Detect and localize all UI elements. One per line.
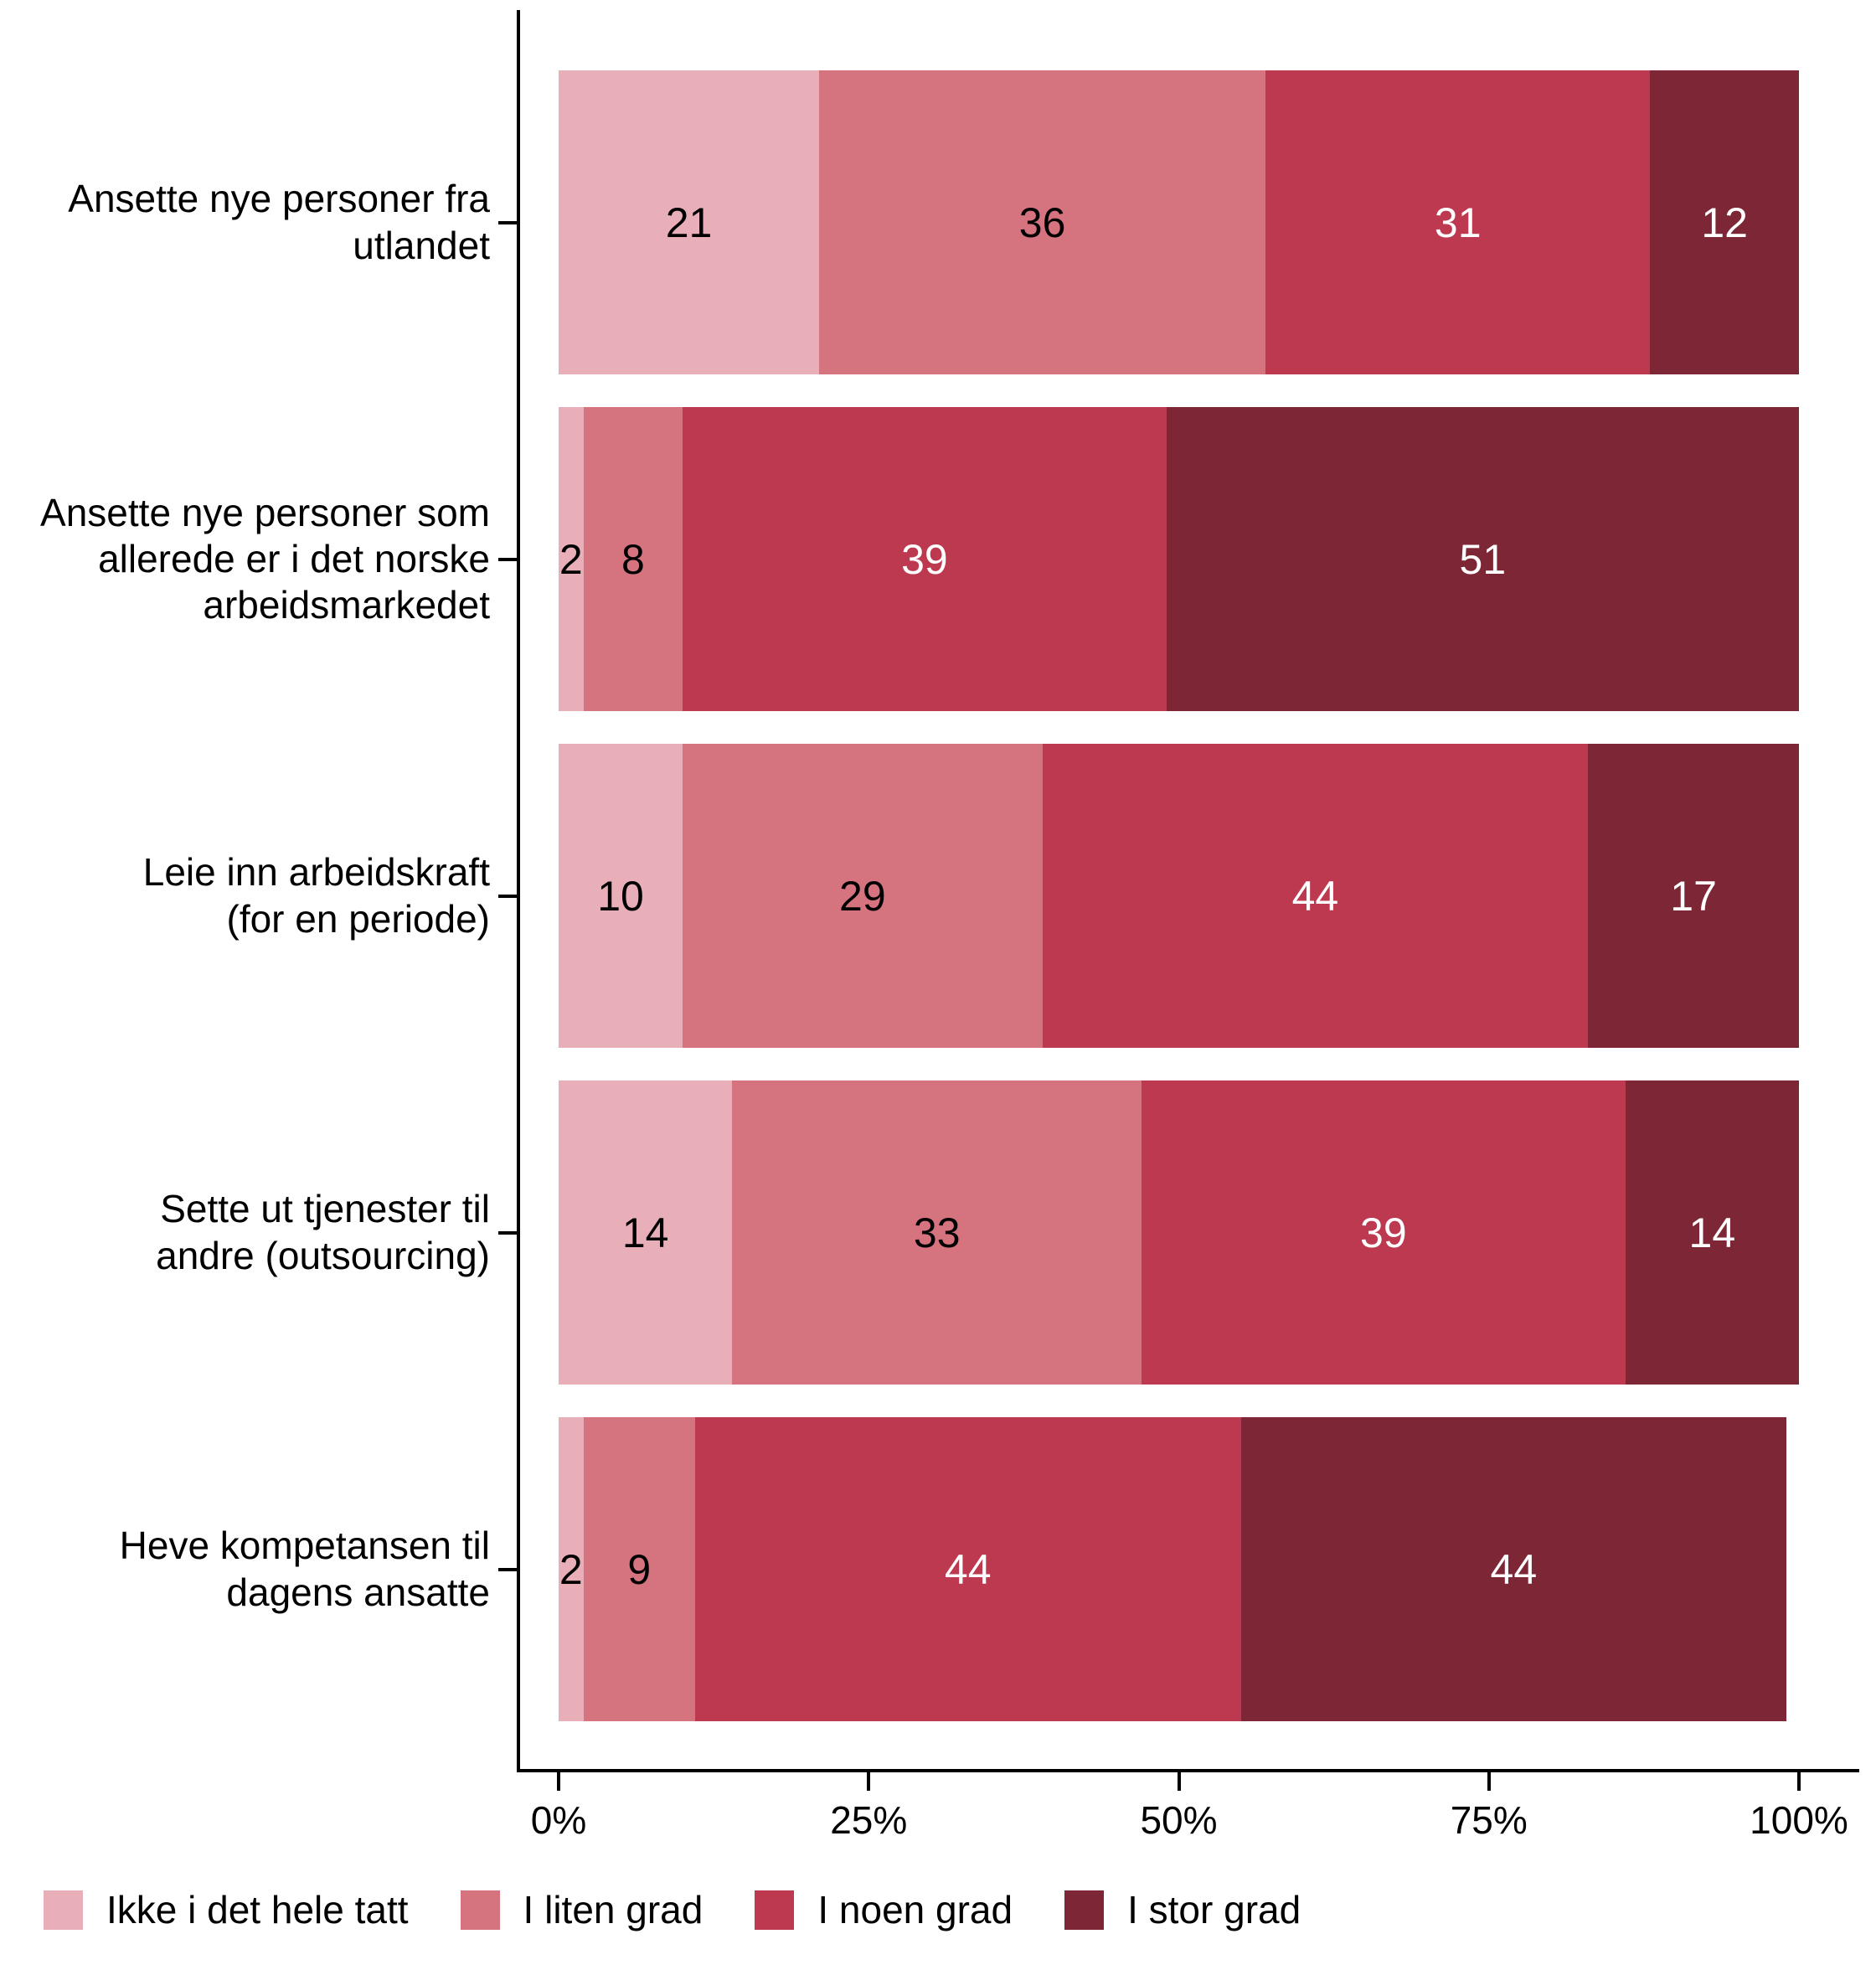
legend-label: I stor grad bbox=[1127, 1888, 1301, 1931]
legend-item: Ikke i det hele tatt bbox=[44, 1887, 409, 1932]
bar-row: 21 36 31 12 bbox=[559, 70, 1799, 374]
bar-row: 2 8 39 51 bbox=[559, 407, 1799, 711]
bar-segment bbox=[559, 744, 683, 1048]
legend-item: I liten grad bbox=[460, 1887, 704, 1932]
bar-segment bbox=[1625, 1080, 1799, 1385]
bar-segment bbox=[1650, 70, 1799, 374]
legend-label: Ikke i det hele tatt bbox=[106, 1888, 409, 1931]
segment-value-label: 14 bbox=[621, 1209, 669, 1256]
segment-value-label: 8 bbox=[621, 535, 645, 583]
bar-segment bbox=[732, 1080, 1142, 1385]
chart-legend: Ikke i det hele tatt I liten grad I noen g… bbox=[44, 1887, 1301, 1932]
segment-value-label: 12 bbox=[1701, 199, 1748, 246]
bar-segment bbox=[583, 407, 683, 711]
bar-segment bbox=[559, 1417, 584, 1721]
y-axis-tick bbox=[498, 894, 517, 898]
segment-value-label: 9 bbox=[627, 1545, 652, 1593]
y-axis-line bbox=[517, 10, 520, 1772]
x-axis-tick-label: 75% bbox=[1450, 1798, 1528, 1842]
segment-value-label: 44 bbox=[1291, 872, 1339, 920]
x-axis-tick bbox=[867, 1772, 871, 1791]
bar-segment bbox=[1265, 70, 1651, 374]
segment-value-label: 29 bbox=[839, 872, 886, 920]
bar-segment bbox=[694, 1417, 1241, 1721]
segment-value-label: 21 bbox=[665, 199, 713, 246]
segment-value-label: 36 bbox=[1018, 199, 1066, 246]
bar-segment bbox=[1142, 1080, 1626, 1385]
y-axis-tick bbox=[498, 220, 517, 224]
category-label: Ansette nye personer fra utlandet bbox=[68, 177, 490, 267]
category-label: Sette ut tjenester til andre (outsourcin… bbox=[156, 1187, 490, 1277]
segment-value-label: 10 bbox=[597, 872, 644, 920]
bar-segment bbox=[583, 1417, 695, 1721]
x-axis-tick bbox=[1797, 1772, 1801, 1791]
category-label: Leie inn arbeidskraft (for en periode) bbox=[142, 850, 490, 941]
legend-key-swatch bbox=[460, 1890, 500, 1930]
legend-key-swatch bbox=[44, 1890, 83, 1930]
legend-label: I noen grad bbox=[817, 1888, 1013, 1931]
segment-value-label: 44 bbox=[944, 1545, 992, 1593]
bar-segment bbox=[819, 70, 1266, 374]
bar-row: 14 33 39 14 bbox=[559, 1080, 1799, 1385]
bar-segment bbox=[683, 407, 1167, 711]
bar-segment bbox=[1240, 1417, 1787, 1721]
legend-key-swatch bbox=[755, 1890, 795, 1930]
category-label: Ansette nye personer som allerede er i d… bbox=[40, 490, 490, 627]
segment-value-label: 31 bbox=[1434, 199, 1482, 246]
segment-value-label: 2 bbox=[559, 535, 583, 583]
x-axis-tick-label: 0% bbox=[530, 1798, 587, 1842]
x-axis-tick bbox=[1177, 1772, 1181, 1791]
bar-row: 10 29 44 17 bbox=[559, 744, 1799, 1048]
x-axis-line bbox=[517, 1769, 1859, 1772]
segment-value-label: 17 bbox=[1670, 872, 1717, 920]
legend-key-swatch bbox=[1064, 1890, 1105, 1930]
bar-segment bbox=[559, 407, 584, 711]
category-label: Heve kompetansen til dagens ansatte bbox=[119, 1524, 490, 1614]
segment-value-label: 2 bbox=[559, 1545, 583, 1593]
x-axis-tick bbox=[557, 1772, 560, 1791]
x-axis-tick-label: 50% bbox=[1140, 1798, 1218, 1842]
segment-value-label: 51 bbox=[1459, 535, 1507, 583]
y-axis-tick bbox=[498, 1230, 517, 1235]
bar-segment bbox=[1166, 407, 1799, 711]
y-axis-tick bbox=[498, 1567, 517, 1571]
legend-item: I stor grad bbox=[1064, 1887, 1301, 1932]
bar-segment bbox=[683, 744, 1043, 1048]
segment-value-label: 39 bbox=[901, 535, 948, 583]
segment-value-label: 33 bbox=[913, 1209, 961, 1256]
bar-row: 2 9 44 44 bbox=[559, 1417, 1799, 1721]
bar-segment bbox=[559, 70, 819, 374]
segment-value-label: 39 bbox=[1360, 1209, 1407, 1256]
x-axis-tick-label: 100% bbox=[1750, 1798, 1848, 1842]
x-axis-tick-label: 25% bbox=[830, 1798, 908, 1842]
x-axis-tick bbox=[1487, 1772, 1491, 1791]
bar-segment bbox=[1588, 744, 1799, 1048]
segment-value-label: 44 bbox=[1490, 1545, 1538, 1593]
bar-segment bbox=[559, 1080, 733, 1385]
bar-segment bbox=[1042, 744, 1589, 1048]
y-axis-tick bbox=[498, 557, 517, 561]
segment-value-label: 14 bbox=[1688, 1209, 1736, 1256]
legend-label: I liten grad bbox=[523, 1888, 704, 1931]
legend-item: I noen grad bbox=[755, 1887, 1013, 1932]
